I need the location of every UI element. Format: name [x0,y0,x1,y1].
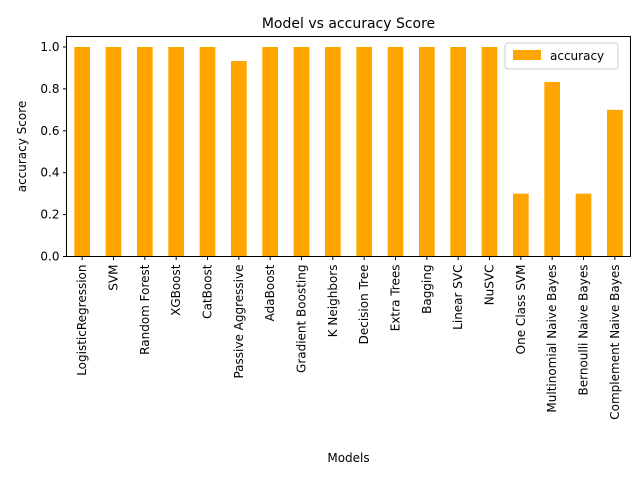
bar [419,46,435,257]
bars-layer [74,46,623,257]
y-tick-label: 0.8 [40,82,59,96]
x-tick-label: Bagging [420,265,434,314]
x-tick-label: NuSVC [483,265,497,306]
bar [74,46,90,257]
bar [450,46,466,257]
x-tick-label: Decision Tree [357,265,371,345]
x-axis-label: Models [327,451,369,465]
legend-label: accuracy [550,49,604,63]
y-tick-label: 0.2 [40,208,59,222]
x-tick-label: XGBoost [169,264,183,316]
x-axis: LogisticRegression SVM Random Forest XGBoos… [75,256,622,420]
bar [168,46,184,257]
bar [356,46,372,257]
plot-frame [66,36,631,257]
y-tick-label: 0.0 [40,250,59,264]
x-tick-label: Multinomial Naive Bayes [545,265,559,413]
x-tick-label: SVM [107,265,121,291]
legend-swatch [513,50,541,60]
bar [325,46,341,257]
x-tick-label: Extra Trees [389,265,403,332]
bar [607,109,623,257]
y-tick-label: 0.4 [40,166,59,180]
x-tick-label: CatBoost [201,264,215,319]
x-tick-label: Linear SVC [451,265,465,330]
bar [105,46,122,257]
x-tick-label: AdaBoost [263,264,277,321]
x-tick-label: Bernoulli Naive Bayes [577,265,591,396]
x-tick-label: Random Forest [138,264,152,355]
y-tick-label: 1.0 [40,40,59,54]
bar [199,46,216,257]
y-axis-label: accuracy Score [15,101,29,193]
chart-title: Model vs accuracy Score [262,16,435,32]
bar [513,193,529,257]
bar [137,46,153,257]
x-tick-label: Complement Naive Bayes [608,265,622,420]
bar [481,46,498,257]
x-tick-label: Passive Aggressive [232,265,246,379]
legend-box [504,42,619,70]
bar [231,61,247,257]
x-tick-label: Gradient Boosting [295,265,309,373]
x-tick-label: LogisticRegression [75,265,89,376]
x-tick-label: K Neighbors [326,265,340,338]
x-tick-label: One Class SVM [514,265,528,355]
bar [544,81,560,257]
y-tick-label: 0.6 [40,124,59,138]
y-axis: 0.0 0.2 0.4 0.6 0.8 1.0 [40,40,67,264]
legend: accuracy [504,42,619,70]
bar [293,46,310,257]
bar [575,193,592,257]
bar [262,46,278,257]
bar [387,46,404,257]
